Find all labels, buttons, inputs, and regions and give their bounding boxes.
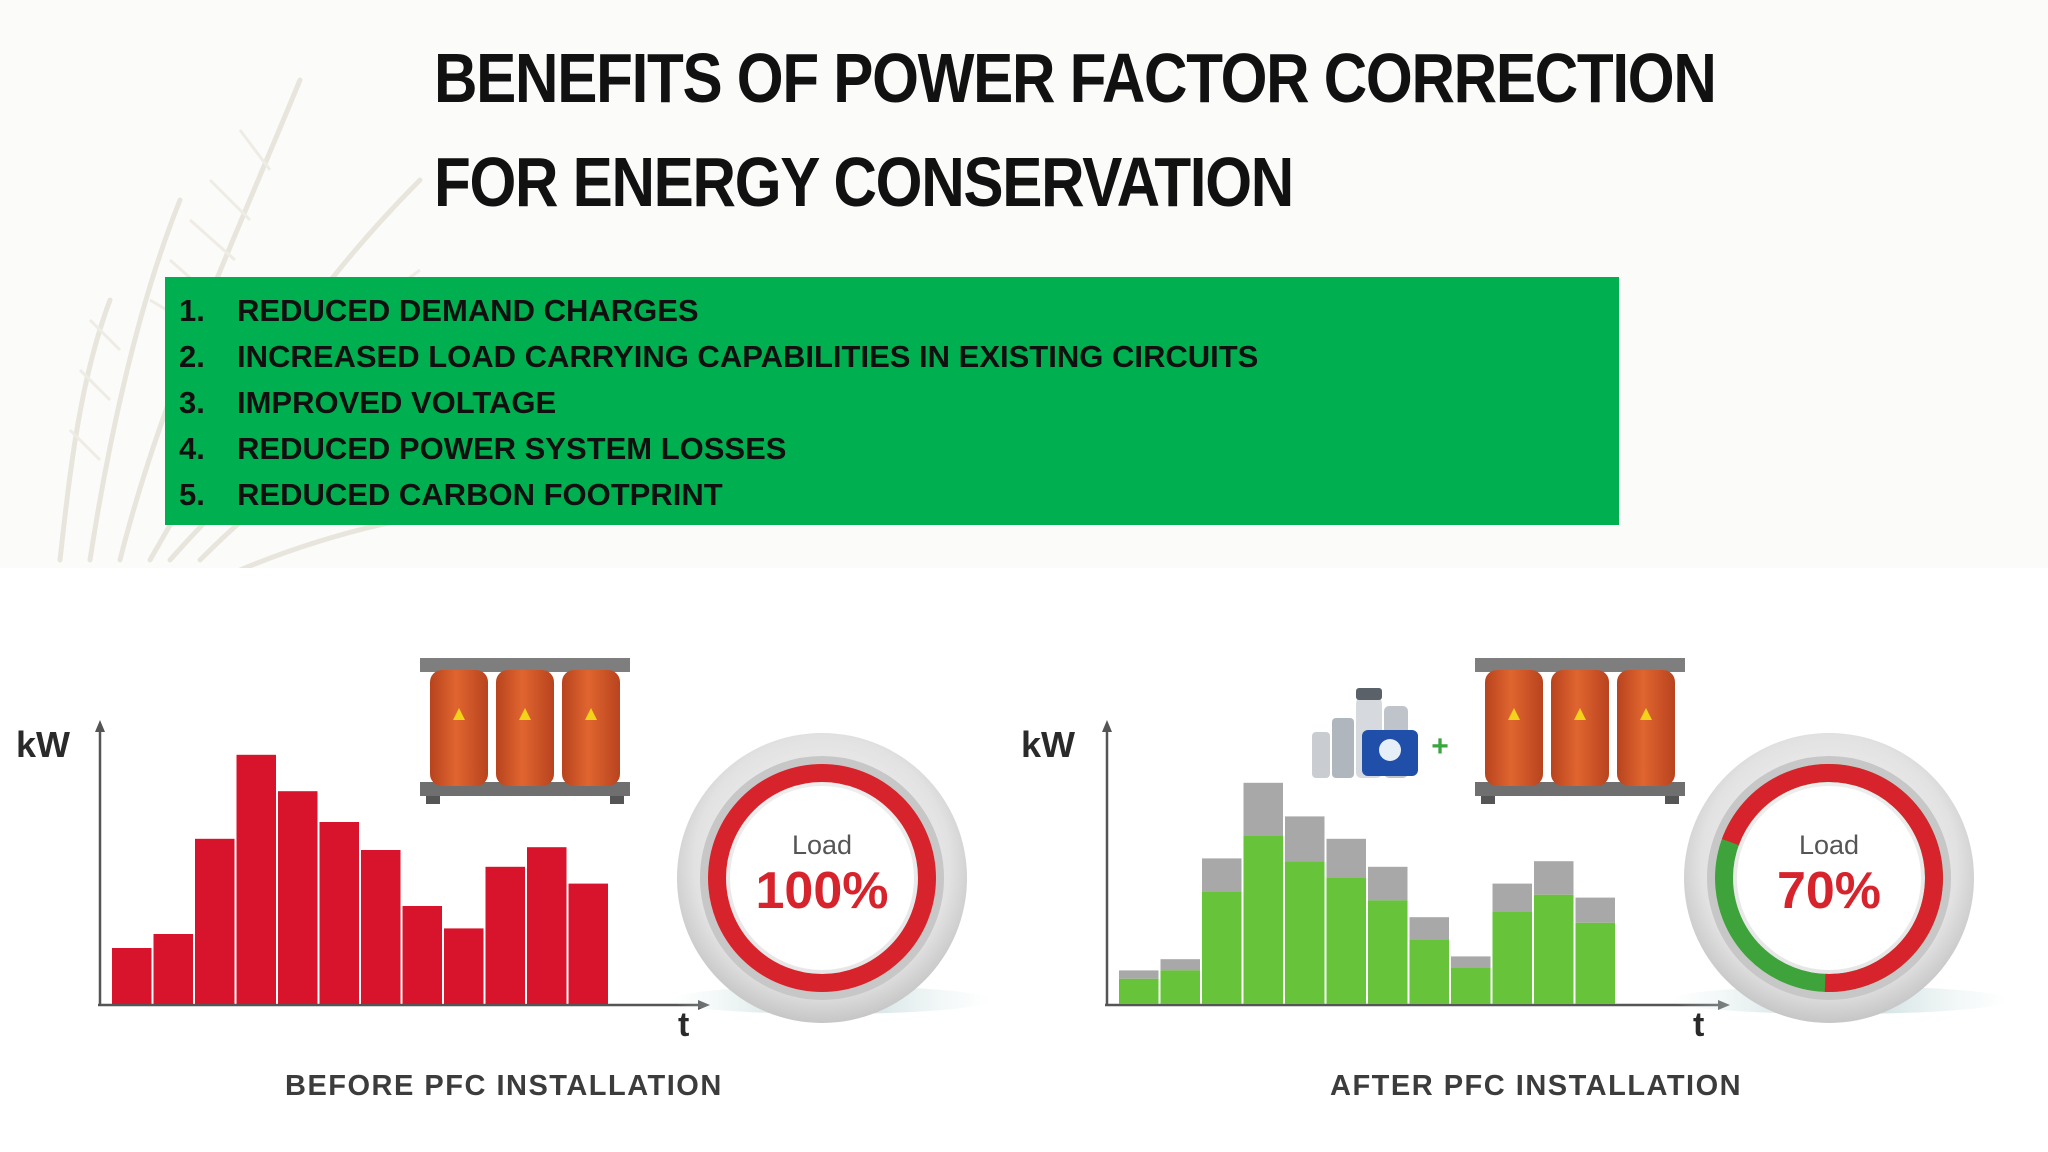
after-bar-excess xyxy=(1326,838,1366,878)
before-caption: BEFORE PFC INSTALLATION xyxy=(285,1070,723,1102)
before-bar xyxy=(485,866,525,1004)
after-bar xyxy=(1243,836,1283,1004)
after-bar xyxy=(1451,967,1491,1004)
after-bar xyxy=(1119,978,1159,1004)
capacitor-bank-icon xyxy=(1312,688,1418,778)
gauge-before-label: Load xyxy=(791,830,853,860)
plus-sign: + xyxy=(1431,730,1449,763)
title-line-2: FOR ENERGY CONSERVATION xyxy=(434,143,1294,221)
benefit-item: 1. REDUCED DEMAND CHARGES xyxy=(179,288,1619,334)
load-gauge-before xyxy=(677,733,967,1023)
benefit-item: 2. INCREASED LOAD CARRYING CAPABILITIES … xyxy=(179,334,1619,380)
after-y-axis-label: kW xyxy=(1021,724,1075,765)
benefit-text: IMPROVED VOLTAGE xyxy=(237,385,557,420)
before-bar xyxy=(402,906,442,1004)
before-bar xyxy=(112,948,152,1004)
title-line-1: BENEFITS OF POWER FACTOR CORRECTION xyxy=(434,39,1717,117)
after-bar-excess xyxy=(1534,861,1574,895)
after-bar-excess xyxy=(1160,959,1200,971)
before-bar xyxy=(153,934,193,1004)
benefit-number: 2. xyxy=(179,339,205,374)
benefit-item: 5. REDUCED CARBON FOOTPRINT xyxy=(179,472,1619,518)
after-bar xyxy=(1368,900,1408,1004)
benefit-number: 1. xyxy=(179,293,205,328)
after-bars xyxy=(1119,782,1615,1004)
after-bar xyxy=(1202,892,1242,1004)
before-bar xyxy=(444,928,484,1004)
benefit-number: 4. xyxy=(179,431,205,466)
after-bar-excess xyxy=(1409,917,1449,940)
before-bar xyxy=(568,883,608,1004)
gauge-before-value: 100% xyxy=(755,862,889,920)
benefit-item: 3. IMPROVED VOLTAGE xyxy=(179,380,1619,426)
after-bar xyxy=(1326,878,1366,1004)
after-bar-excess xyxy=(1492,883,1532,912)
before-bars xyxy=(112,754,608,1004)
after-bar-excess xyxy=(1575,897,1615,923)
page-title: BENEFITS OF POWER FACTOR CORRECTION FOR … xyxy=(434,26,1717,234)
before-bar xyxy=(361,850,401,1004)
before-bar xyxy=(195,838,235,1004)
before-bar xyxy=(319,822,359,1004)
gauge-before-text: Load 100% xyxy=(722,830,922,921)
before-bar xyxy=(278,791,318,1004)
gauge-after-load-arc xyxy=(1714,764,1943,992)
after-bar-excess xyxy=(1119,970,1159,979)
transformer-icon-before xyxy=(420,658,630,804)
after-bar-excess xyxy=(1285,816,1325,862)
after-bar xyxy=(1409,939,1449,1004)
after-bar-excess xyxy=(1243,782,1283,836)
after-bar-excess xyxy=(1368,866,1408,901)
after-bar xyxy=(1575,922,1615,1004)
benefit-text: INCREASED LOAD CARRYING CAPABILITIES IN … xyxy=(237,339,1259,374)
benefit-text: REDUCED POWER SYSTEM LOSSES xyxy=(237,431,787,466)
before-x-axis-label: t xyxy=(678,1006,690,1044)
benefit-text: REDUCED CARBON FOOTPRINT xyxy=(237,477,723,512)
after-bar-excess xyxy=(1451,956,1491,968)
after-bar xyxy=(1492,911,1532,1004)
after-bar xyxy=(1285,861,1325,1004)
benefits-list: 1. REDUCED DEMAND CHARGES 2. INCREASED L… xyxy=(165,277,1619,525)
before-bar xyxy=(236,754,276,1004)
after-bar xyxy=(1534,894,1574,1004)
benefit-number: 3. xyxy=(179,385,205,420)
gauge-after-value: 70% xyxy=(1776,862,1882,920)
before-y-axis-label: kW xyxy=(16,724,70,765)
before-bar xyxy=(527,847,567,1004)
gauge-after-text: Load 70% xyxy=(1729,830,1929,921)
after-bar xyxy=(1160,970,1200,1004)
benefit-number: 5. xyxy=(179,477,205,512)
benefit-text: REDUCED DEMAND CHARGES xyxy=(237,293,699,328)
after-caption: AFTER PFC INSTALLATION xyxy=(1330,1070,1743,1102)
after-bar-excess xyxy=(1202,858,1242,892)
load-gauge-after xyxy=(1684,733,1974,1023)
benefit-item: 4. REDUCED POWER SYSTEM LOSSES xyxy=(179,426,1619,472)
transformer-icon-after xyxy=(1475,658,1685,804)
after-x-axis-label: t xyxy=(1693,1006,1705,1044)
gauge-after-label: Load xyxy=(1798,830,1860,860)
